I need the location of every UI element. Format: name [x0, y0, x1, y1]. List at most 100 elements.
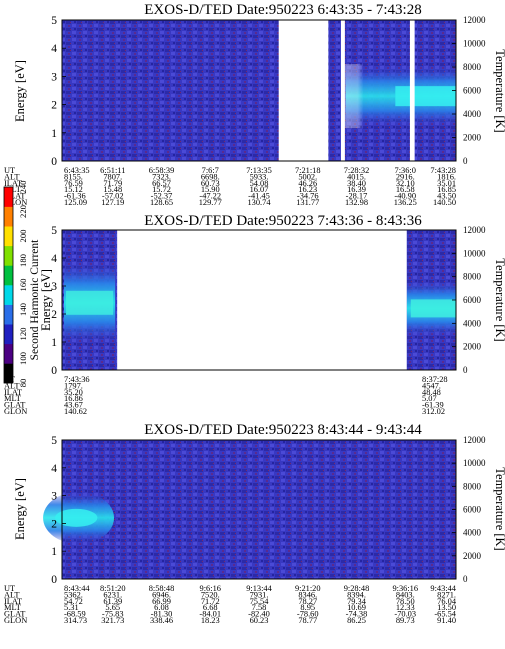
- ephemeris-row-label: ALT: [4, 381, 20, 390]
- ephemeris-value: 7:6:7: [202, 166, 219, 175]
- y2-tick-label: 12000: [463, 225, 486, 235]
- ephemeris-value: 16.58: [396, 185, 415, 194]
- colorbar-tick-label: 140: [18, 303, 28, 316]
- panel-2-y2-label: Temperature [K]: [493, 258, 505, 341]
- ephemeris-value: 32.10: [396, 179, 415, 188]
- ephemeris-value: 128.65: [150, 198, 173, 207]
- ephemeris-value: 16.86: [64, 394, 83, 403]
- ephemeris-value: -61.36: [64, 192, 86, 201]
- panel-2-y-ticks: 0 1 2 3 4 5: [51, 225, 66, 377]
- ephemeris-value: 8:58:48: [149, 584, 175, 593]
- ephemeris-value: 5.65: [105, 603, 120, 612]
- colorbar-segment: [4, 343, 13, 364]
- y2-tick-label: 10000: [463, 39, 486, 49]
- ephemeris-value: -34.76: [297, 192, 319, 201]
- ephemeris-value: -82.40: [248, 610, 270, 619]
- ephemeris-value: 7.58: [252, 603, 267, 612]
- panel-2-y2-ticks: 0 2000 4000 6000 8000 10000 12000: [452, 225, 486, 375]
- ephemeris-value: 15.90: [201, 185, 220, 194]
- colorbar-segment: [4, 206, 13, 227]
- panel-3-plot-background: [62, 440, 456, 579]
- band-core: [54, 508, 98, 527]
- ephemeris-value: 5.31: [64, 603, 79, 612]
- ephemeris-value: 125.09: [64, 198, 87, 207]
- colorbar-frame: [3, 186, 14, 384]
- ephemeris-value: 35.01: [437, 179, 456, 188]
- ephemeris-value: 9:6:16: [200, 584, 221, 593]
- ephemeris-value: 338.46: [150, 616, 173, 625]
- ephemeris-value: 1797.: [64, 381, 83, 390]
- ephemeris-value: 7931.: [250, 590, 269, 599]
- y-tick-label: 2: [51, 309, 57, 321]
- y-tick-label: 3: [51, 71, 57, 83]
- ephemeris-value: 10.69: [347, 603, 366, 612]
- ephemeris-value: 130.74: [247, 198, 271, 207]
- y-tick-label: 0: [51, 365, 57, 377]
- y-tick-label: 4: [51, 253, 57, 265]
- ephemeris-value: 6946.: [152, 590, 171, 599]
- ephemeris-value: 7:28:32: [344, 166, 370, 175]
- colorbar-tick-label: 180: [18, 254, 28, 267]
- y2-tick-label: 8000: [463, 481, 482, 491]
- ephemeris-value: 71.79: [103, 179, 122, 188]
- ephemeris-value: 76.59: [64, 179, 83, 188]
- ephemeris-value: -52.37: [151, 192, 173, 201]
- ephemeris-value: 43.67: [64, 401, 83, 410]
- y2-tick-label: 4000: [463, 318, 482, 328]
- y2-tick-label: 2000: [463, 342, 482, 352]
- ephemeris-value: 6231.: [103, 590, 122, 599]
- ephemeris-row-label: GLON: [4, 616, 27, 625]
- band-core: [395, 86, 456, 107]
- ephemeris-value: 6.68: [203, 603, 218, 612]
- ephemeris-value: 8271.: [437, 590, 456, 599]
- ephemeris-value: -47.22: [199, 192, 221, 201]
- y2-tick-label: 6000: [463, 295, 482, 305]
- y-tick-label: 1: [51, 337, 57, 349]
- panel-1-y2-ticks: 0 2000 4000 6000 8000 10000 12000: [452, 15, 486, 166]
- ephemeris-value: 1816.: [437, 172, 456, 181]
- panel-3: EXOS-D/TED Date:950223 8:43:44 - 9:43:44…: [4, 422, 505, 625]
- colorbar-tick-label: 100: [18, 352, 28, 365]
- panel-2-ion-band: [64, 262, 456, 343]
- ephemeris-row-label: GLAT: [4, 401, 25, 410]
- colorbar-segment: [4, 265, 13, 286]
- ephemeris-value: -68.59: [64, 610, 86, 619]
- y2-tick-label: 12000: [463, 15, 486, 25]
- colorbar-segment: [4, 285, 13, 305]
- ephemeris-value: 46.26: [298, 179, 317, 188]
- ephemeris-value: -81.30: [151, 610, 173, 619]
- ephemeris-value: 35.20: [64, 388, 83, 397]
- panel-1: EXOS-D/TED Date:950223 6:43:35 - 7:43:28…: [4, 2, 505, 207]
- panel-3-y-label: Energy [eV]: [13, 478, 27, 540]
- ephemeris-value: 140.62: [64, 407, 87, 416]
- panel-2-y-label: Energy [eV]: [39, 269, 53, 331]
- ephemeris-value: -74.38: [346, 610, 368, 619]
- colorbar-segment: [4, 304, 13, 325]
- panel-1-y2-label: Temperature [K]: [493, 49, 505, 132]
- ephemeris-value: -78.60: [297, 610, 319, 619]
- ephemeris-value: 9:43:44: [430, 584, 456, 593]
- panel-1-y-ticks: 0 1 2 3 4 5: [51, 15, 66, 168]
- panel-1-title: EXOS-D/TED Date:950223 6:43:35 - 7:43:28: [144, 2, 421, 18]
- ephemeris-value: 43.50: [437, 192, 456, 201]
- panel-2-data-gaps: [117, 230, 407, 370]
- panel-3-ion-band: [43, 491, 115, 544]
- ephemeris-row-label: GLON: [4, 198, 27, 207]
- y2-tick-label: 4000: [463, 528, 482, 538]
- ephemeris-value: 54.08: [250, 179, 269, 188]
- ephemeris-value: 61.39: [103, 597, 122, 606]
- ephemeris-value: 13.50: [437, 603, 456, 612]
- ephemeris-value: 54.72: [64, 597, 83, 606]
- ephemeris-value: 60.73: [201, 179, 220, 188]
- ephemeris-value: 16.85: [437, 185, 456, 194]
- ephemeris-value: 78.77: [298, 616, 317, 625]
- ephemeris-value: -28.17: [346, 192, 368, 201]
- ephemeris-value: 76.04: [437, 597, 457, 606]
- colorbar-segment: [4, 245, 13, 266]
- ephemeris-value: -57.02: [102, 192, 124, 201]
- ephemeris-value: 9:28:48: [344, 584, 370, 593]
- ephemeris-row-label: UT: [4, 166, 15, 175]
- ephemeris-value: 60.23: [250, 616, 269, 625]
- ephemeris-value: 7:43:36: [64, 375, 90, 384]
- data-gap: [340, 20, 345, 161]
